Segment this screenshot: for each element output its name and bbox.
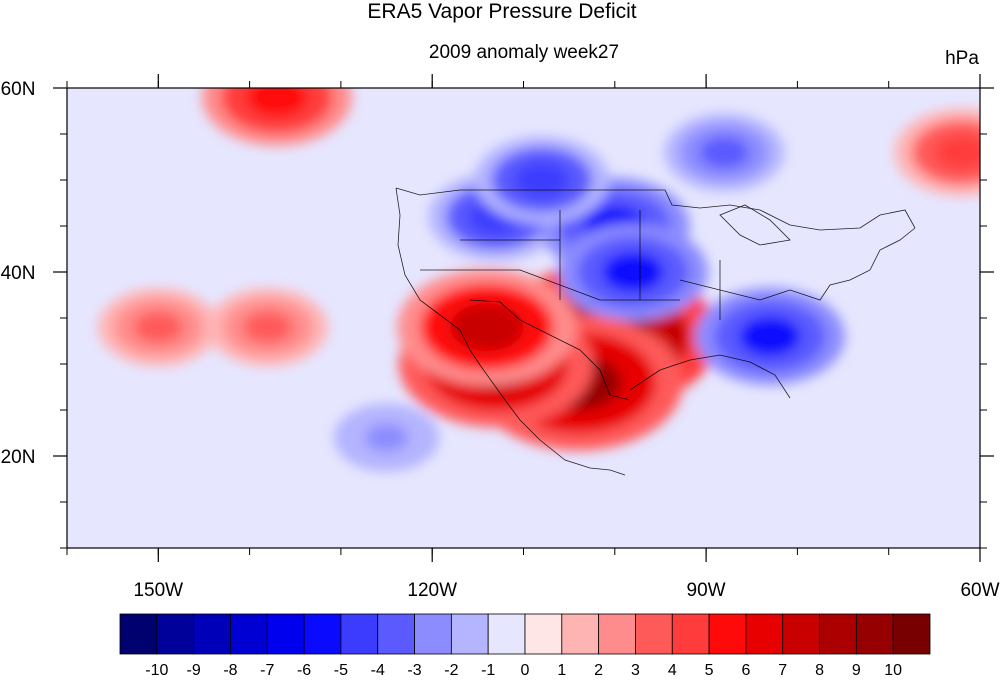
country-borders: [395, 187, 916, 476]
colorbar-swatch: [819, 613, 857, 655]
colorbar-swatch: [266, 613, 305, 655]
colorbar-label: -7: [260, 662, 274, 679]
colorbar-label: 3: [631, 662, 640, 679]
colorbar-swatch: [671, 613, 710, 655]
colorbar-swatch: [782, 613, 820, 655]
colorbar-label: 7: [778, 662, 787, 679]
colorbar-swatch: [635, 613, 673, 655]
x-tick-label: 60W: [960, 580, 999, 601]
colorbar-label: 1: [557, 662, 566, 679]
anomaly-core: [243, 311, 293, 344]
chart-title: ERA5 Vapor Pressure Deficit: [367, 0, 636, 23]
x-tick-label: 90W: [687, 580, 726, 601]
anomaly-core: [514, 162, 570, 198]
colorbar-swatch: [450, 613, 489, 655]
colorbar-label: -6: [297, 662, 311, 679]
colorbar-labels: -10 -9 -8 -7 -6 -5 -4 -3 -2 -1 0 1 2 3 4 5 6 7 8 9 10: [145, 662, 902, 679]
colorbar-swatch: [745, 613, 784, 655]
colorbar-swatch: [230, 613, 268, 655]
colorbar-label: 6: [741, 662, 750, 679]
y-tick-label: 40N: [1, 263, 36, 284]
anomaly-core: [934, 134, 980, 171]
colorbar-swatch: [598, 613, 636, 655]
colorbar-swatch: [855, 613, 894, 655]
units-label: hPa: [945, 48, 979, 69]
x-axis: 150W 120W 90W 60W: [133, 74, 1000, 601]
colorbar-swatch: [303, 613, 342, 655]
colorbar-swatch: [524, 613, 563, 655]
anomaly-core: [699, 136, 749, 169]
plot-area: [67, 88, 980, 548]
colorbar-label: -1: [481, 662, 495, 679]
chart-subtitle: 2009 anomaly week27: [429, 42, 619, 63]
colorbar-swatch: [156, 613, 195, 655]
colorbar-label: -10: [145, 662, 168, 679]
colorbar-label: 2: [594, 662, 603, 679]
anomaly-core: [246, 88, 308, 117]
colorbar-label: -9: [187, 662, 201, 679]
colorbar-swatch: [708, 613, 747, 655]
colorbar-swatch: [119, 613, 158, 655]
anomaly-core: [602, 252, 664, 292]
colorbar-label: 5: [705, 662, 714, 679]
colorbar-label: 0: [521, 662, 530, 679]
minor-ticks: [60, 81, 987, 555]
y-axis: 60N 40N 20N: [1, 79, 994, 468]
colorbar-swatch: [414, 613, 452, 655]
colorbar: [119, 613, 931, 655]
colorbar-label: 10: [884, 662, 902, 679]
colorbar-label: -5: [334, 662, 348, 679]
colorbar-label: 9: [852, 662, 861, 679]
colorbar-swatch: [892, 613, 931, 655]
anomaly-core: [133, 311, 183, 344]
colorbar-swatch: [340, 613, 379, 655]
colorbar-label: -2: [444, 662, 458, 679]
x-tick-label: 120W: [407, 580, 457, 601]
colorbar-swatch: [193, 613, 231, 655]
colorbar-label: -8: [223, 662, 237, 679]
colorbar-label: 4: [668, 662, 677, 679]
colorbar-swatch: [377, 613, 415, 655]
anomaly-core: [365, 423, 408, 452]
y-tick-label: 60N: [1, 79, 36, 100]
colorbar-swatch: [561, 613, 600, 655]
colorbar-label: 8: [815, 662, 824, 679]
y-tick-label: 20N: [1, 447, 36, 468]
x-tick-label: 150W: [133, 580, 183, 601]
anomaly-core: [450, 303, 524, 351]
colorbar-label: -4: [371, 662, 385, 679]
colorbar-label: -3: [407, 662, 421, 679]
colorbar-swatch: [487, 613, 526, 655]
anomaly-core: [739, 316, 801, 357]
